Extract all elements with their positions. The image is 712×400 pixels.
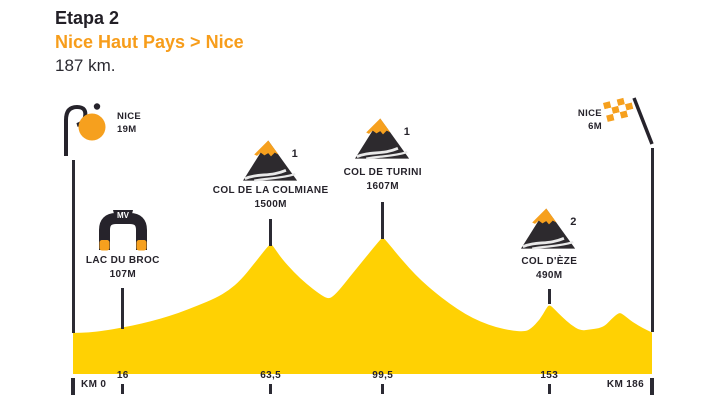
climb-line [547,289,551,304]
elevation-chart [73,238,652,374]
mountain-icon [242,140,297,182]
climb-name-label: COL DE LA COLMIANE [212,185,329,196]
climb-name-label: COL D'ÈZE [521,256,578,267]
sprint-elevation-label: 107M [109,269,136,280]
sprint-line [121,288,125,329]
tick-mark [269,384,273,394]
tick-mark [547,384,551,394]
sprint-arch-icon: MV [98,210,147,251]
mountain-icon [354,118,409,160]
finish-town-label: NICE [577,108,602,119]
climb-line [269,219,273,246]
stage-title: Etapa 2 [55,8,120,28]
finish-flag-icon [603,96,654,145]
route-title: Nice Haut Pays > Nice [55,32,244,52]
finish-elevation-label: 6M [588,121,602,132]
tick-mark [650,378,654,395]
finish-line [650,148,654,332]
distance-label: 187 km. [55,56,116,75]
climb-category-badge: 1 [291,148,298,160]
sprint-name-label: LAC DU BROC [85,255,160,266]
tick-label: KM 0 [81,379,107,390]
sprint-icon-label: MV [117,211,130,220]
tick-mark [381,384,385,394]
climb-category-badge: 1 [403,126,410,138]
tick-label: KM 186 [606,379,644,390]
tick-label: 99,5 [372,370,394,381]
tick-label: 16 [116,370,129,381]
climb-category-badge: 2 [570,216,577,228]
stage-start-icon [64,103,106,156]
climb-line [381,202,385,239]
climb-elevation-label: 1607M [366,181,399,192]
start-elevation-label: 19M [117,124,137,135]
start-line [71,160,75,333]
tick-label: 63,5 [260,370,282,381]
climb-elevation-label: 490M [536,270,563,281]
climb-name-label: COL DE TURINI [343,167,422,178]
tick-mark [71,378,75,395]
tick-label: 153 [540,370,559,381]
start-town-label: NICE [117,111,142,122]
tick-mark [121,384,125,394]
elevation-profile [73,238,652,374]
header: Etapa 2 Nice Haut Pays > Nice 187 km. [55,6,244,78]
sun-circle-icon [78,113,106,141]
climb-elevation-label: 1500M [254,199,287,210]
mountain-icon [521,208,576,250]
